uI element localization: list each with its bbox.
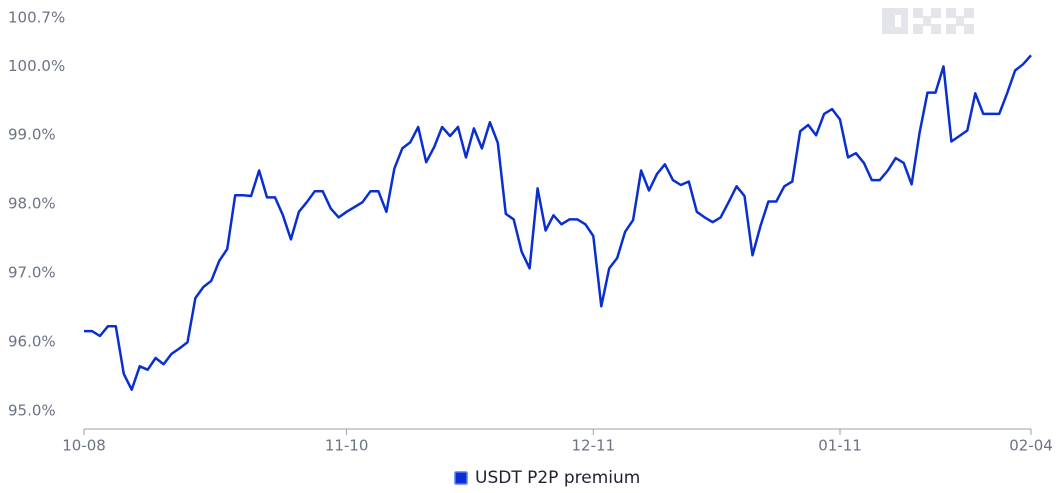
watermark-logo xyxy=(882,8,974,34)
y-tick-label: 99.0% xyxy=(8,126,56,144)
x-tick-label: 12-11 xyxy=(572,437,616,455)
y-tick-label: 100.0% xyxy=(8,57,65,75)
x-tick-label: 10-08 xyxy=(62,437,106,455)
y-tick-label: 100.7% xyxy=(8,9,65,27)
data-line xyxy=(84,54,1032,391)
y-tick-label: 96.0% xyxy=(8,333,56,351)
legend-label: USDT P2P premium xyxy=(475,468,640,488)
watermark-hole xyxy=(895,15,901,27)
legend-marker xyxy=(454,471,468,485)
y-tick-label: 95.0% xyxy=(8,402,56,420)
y-tick-label: 97.0% xyxy=(8,264,56,282)
x-tick-label: 02-04 xyxy=(1009,437,1053,455)
x-tick-label: 11-10 xyxy=(325,437,369,455)
y-tick-label: 98.0% xyxy=(8,195,56,213)
x-tick-label: 01-11 xyxy=(818,437,862,455)
